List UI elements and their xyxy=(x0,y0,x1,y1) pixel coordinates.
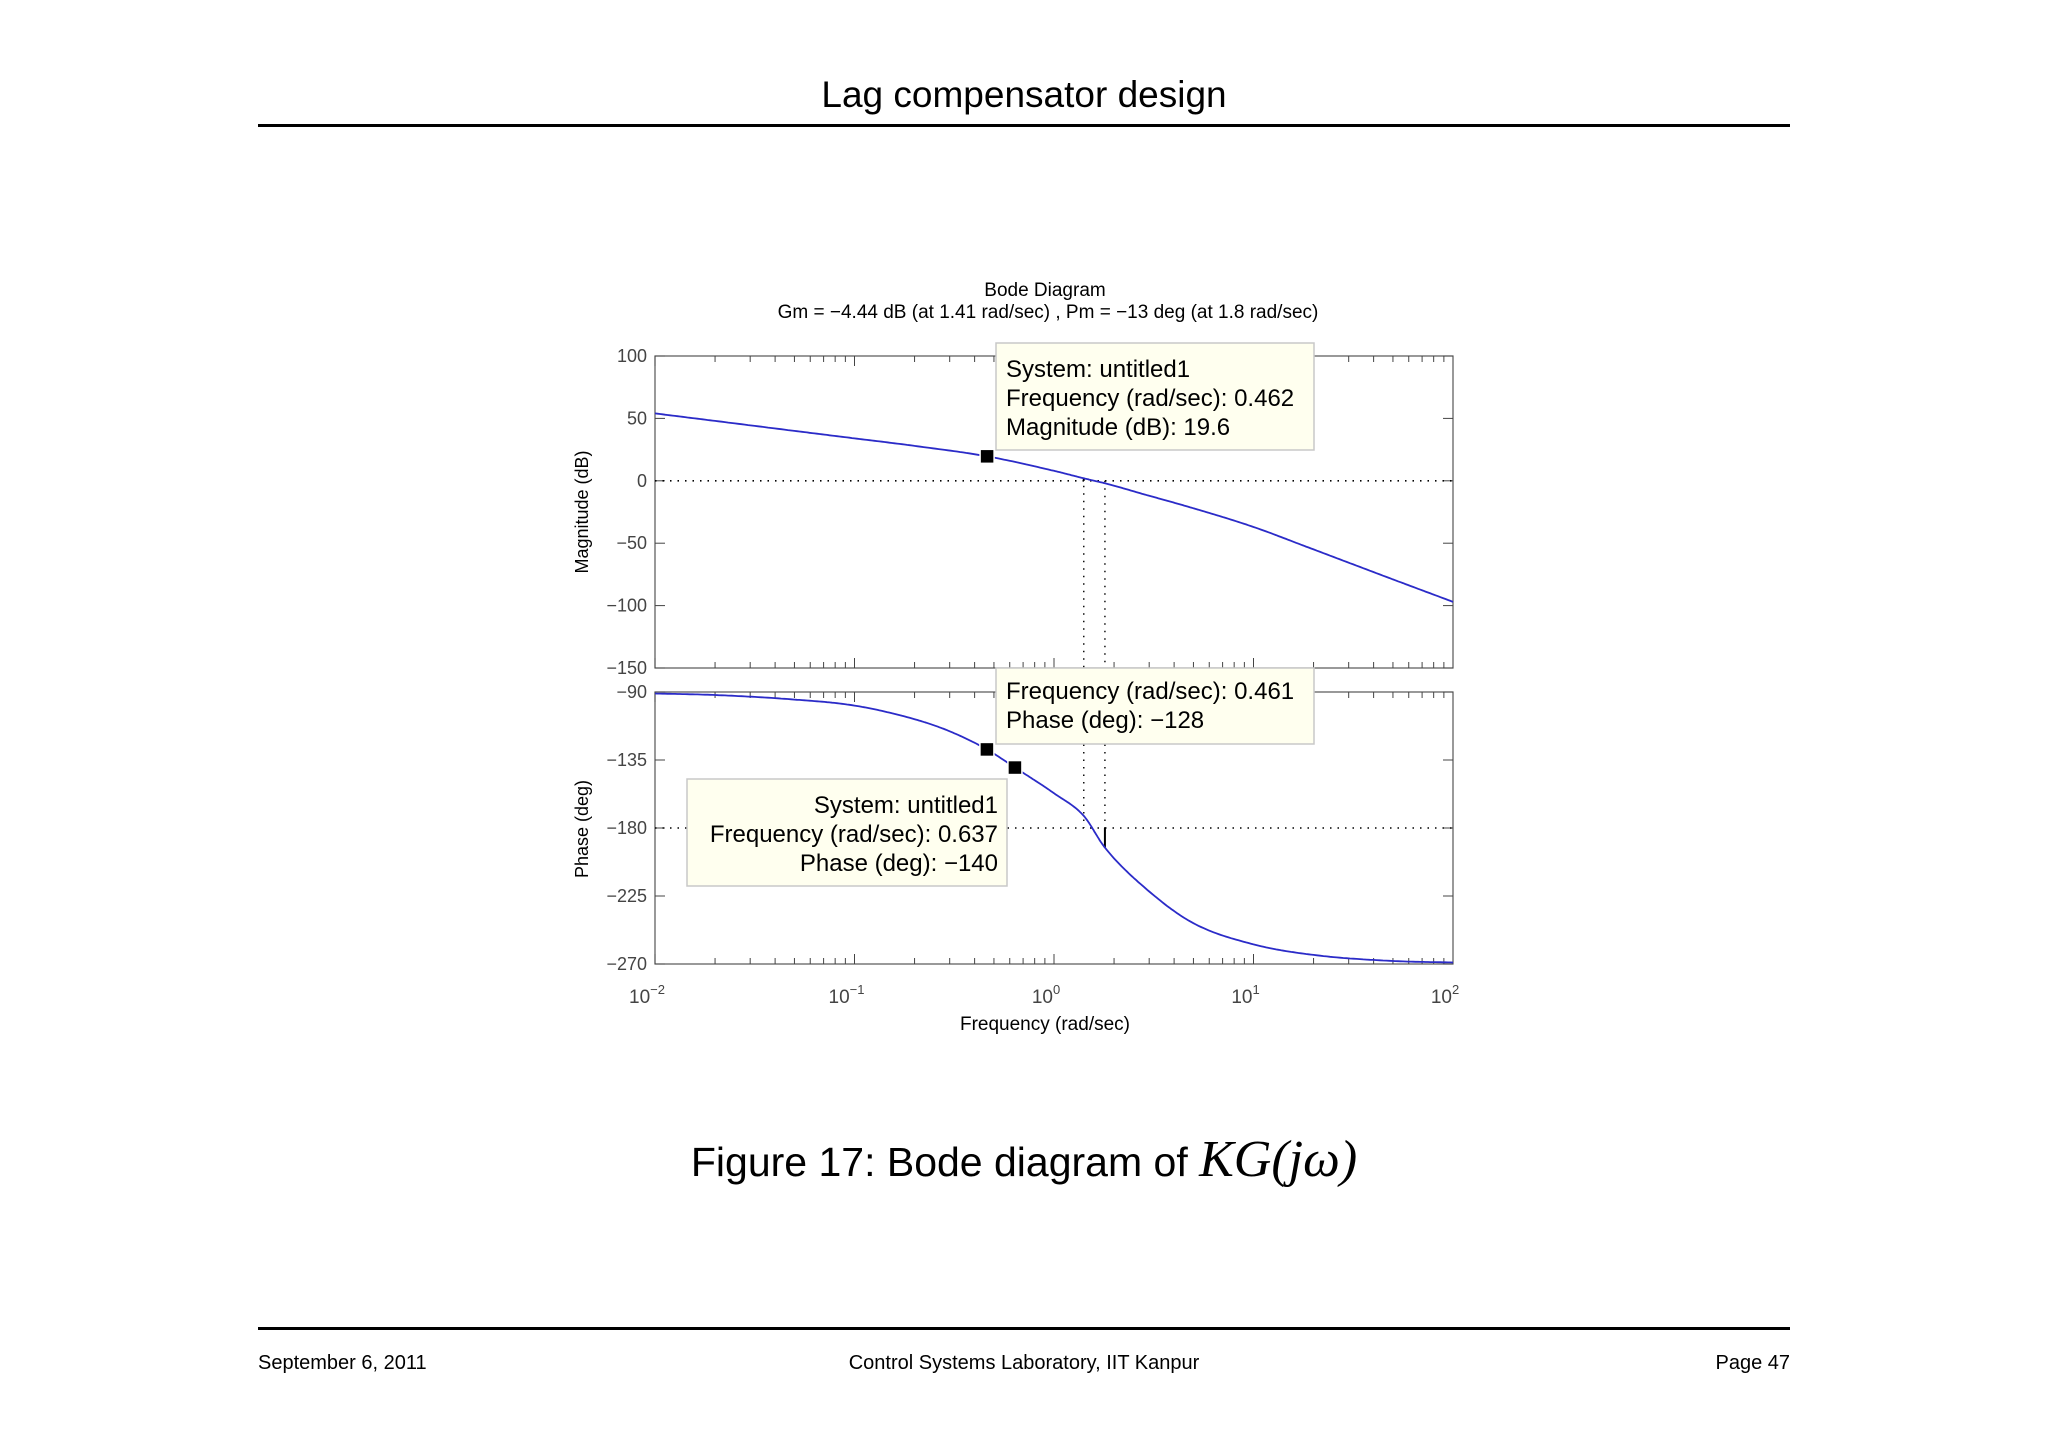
footer-rule xyxy=(258,1327,1790,1330)
frequency-tick-labels: 10−2 10−1 100 101 102 xyxy=(629,982,1459,1008)
y-tick-label: −90 xyxy=(616,682,647,702)
x-tick-label: 100 xyxy=(1032,982,1060,1008)
y-tick-label: −100 xyxy=(606,596,647,616)
y-tick-label: −180 xyxy=(606,818,647,838)
datatip-box xyxy=(686,778,1008,887)
datatip-line: Frequency (rad/sec): 0.637 xyxy=(710,821,998,848)
datatip-line: Phase (deg): −140 xyxy=(800,850,998,877)
caption-text: Figure 17: Bode diagram of xyxy=(690,1139,1200,1185)
x-tick-label: 102 xyxy=(1431,982,1459,1008)
chart-subtitle: Gm = −4.44 dB (at 1.41 rad/sec) , Pm = −… xyxy=(778,302,1319,323)
datatip-box xyxy=(995,342,1315,451)
magnitude-curve xyxy=(654,412,1454,603)
magnitude-axis-label: Magnitude (dB) xyxy=(572,450,592,573)
x-tick-label: 10−1 xyxy=(829,982,865,1008)
datatip-line: System: untitled1 xyxy=(814,792,998,819)
phase-datatip-marker xyxy=(1007,759,1023,776)
header-rule xyxy=(258,124,1790,127)
y-tick-label: 100 xyxy=(617,346,647,366)
figure-caption: Figure 17: Bode diagram of KG(jω) xyxy=(0,1130,2048,1192)
x-tick-label: 10−2 xyxy=(629,982,665,1008)
magnitude-datatip-marker xyxy=(979,448,995,465)
y-tick-label: −225 xyxy=(606,886,647,906)
datatip-line: Magnitude (dB): 19.6 xyxy=(1006,414,1230,441)
datatip-line: System: untitled1 xyxy=(1006,356,1190,383)
footer-date: September 6, 2011 xyxy=(258,1352,427,1374)
y-tick-label: −135 xyxy=(606,750,647,770)
footer-page: Page 47 xyxy=(1715,1352,1790,1374)
datatip-line: Frequency (rad/sec): 0.462 xyxy=(1006,385,1294,412)
datatip-line: Frequency (rad/sec): 0.461 xyxy=(1006,678,1294,705)
y-tick-label: 0 xyxy=(637,471,647,491)
phase-axis-label: Phase (deg) xyxy=(572,780,592,878)
footer-lab: Control Systems Laboratory, IIT Kanpur xyxy=(848,1352,1200,1374)
phase-curve xyxy=(654,692,1454,964)
y-tick-label: −150 xyxy=(606,658,647,678)
caption-math: KG(jω) xyxy=(1199,1131,1358,1188)
x-tick-label: 101 xyxy=(1231,982,1259,1008)
datatip-box xyxy=(995,667,1315,745)
frequency-axis-label: Frequency (rad/sec) xyxy=(960,1014,1130,1035)
chart-title: Bode Diagram xyxy=(984,280,1105,301)
y-tick-label: 50 xyxy=(627,408,647,428)
slide-title: Lag compensator design xyxy=(821,74,1227,115)
y-tick-label: −50 xyxy=(616,533,647,553)
phase-datatip-marker xyxy=(979,741,995,758)
y-tick-label: −270 xyxy=(606,954,647,974)
datatip-line: Phase (deg): −128 xyxy=(1006,707,1204,734)
